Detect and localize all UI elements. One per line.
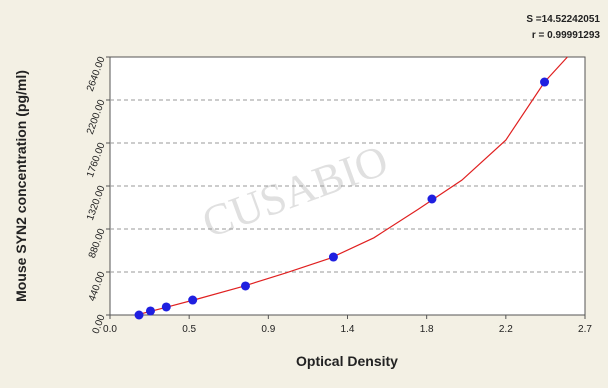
data-point — [161, 302, 171, 312]
x-tick-label: 0.9 — [261, 324, 275, 335]
x-tick-label: 1.8 — [420, 324, 434, 335]
x-tick-label: 0.5 — [182, 324, 196, 335]
y-axis-label: Mouse SYN2 concentration (pg/ml) — [13, 70, 29, 302]
data-point — [427, 194, 437, 204]
data-point — [328, 252, 338, 262]
x-tick-label: 0.0 — [103, 324, 117, 335]
annotation: r = 0.99991293 — [532, 30, 601, 41]
data-point — [145, 306, 155, 316]
x-axis-label: Optical Density — [296, 353, 398, 369]
data-point — [240, 281, 250, 291]
data-point — [540, 77, 550, 87]
data-point — [188, 295, 198, 305]
annotation: S =14.52242051 — [526, 14, 600, 25]
data-point — [134, 310, 144, 320]
x-tick-label: 2.2 — [499, 324, 513, 335]
x-tick-label: 2.7 — [578, 324, 592, 335]
x-tick-label: 1.4 — [341, 324, 355, 335]
